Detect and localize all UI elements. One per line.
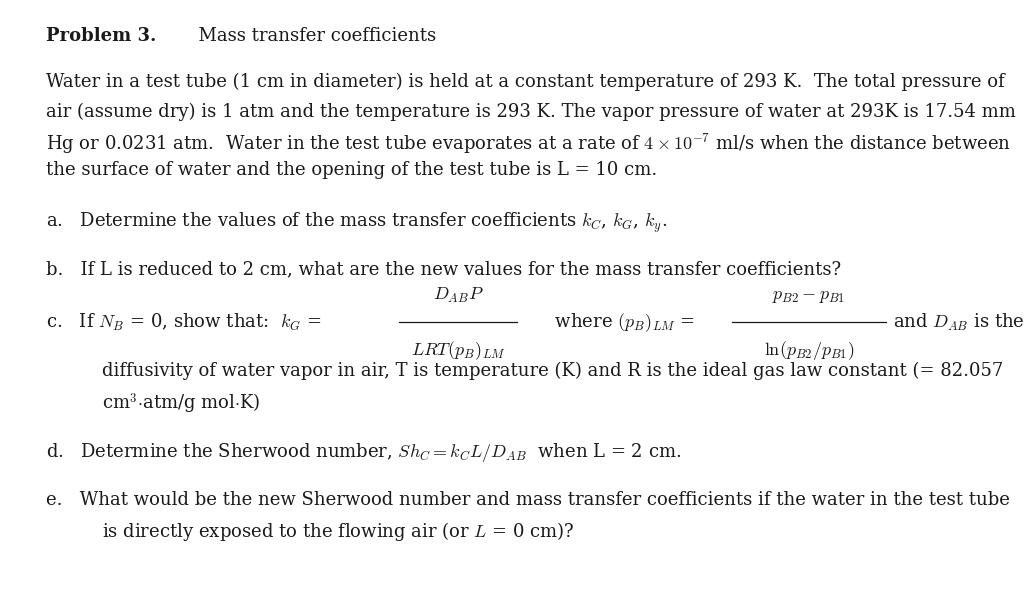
Text: $LRT(p_B)_{LM}$: $LRT(p_B)_{LM}$ (411, 339, 506, 362)
Text: air (assume dry) is 1 atm and the temperature is 293 K. The vapor pressure of wa: air (assume dry) is 1 atm and the temper… (46, 102, 1016, 120)
Text: the surface of water and the opening of the test tube is L = 10 cm.: the surface of water and the opening of … (46, 161, 657, 179)
Text: is directly exposed to the flowing air (or $L$ = 0 cm)?: is directly exposed to the flowing air (… (102, 520, 575, 543)
Text: $D_{AB}P$: $D_{AB}P$ (433, 286, 483, 305)
Text: d.   Determine the Sherwood number, $Sh_C = k_C L/D_{AB}$  when L = 2 cm.: d. Determine the Sherwood number, $Sh_C … (46, 441, 681, 464)
Text: Water in a test tube (1 cm in diameter) is held at a constant temperature of 293: Water in a test tube (1 cm in diameter) … (46, 73, 1005, 91)
Text: a.   Determine the values of the mass transfer coefficients $k_C$, $k_G$, $k_y$.: a. Determine the values of the mass tran… (46, 211, 668, 235)
Text: c.   If $N_B$ = 0, show that:  $k_G$ =: c. If $N_B$ = 0, show that: $k_G$ = (46, 312, 322, 333)
Text: where $(p_B)_{LM}$ =: where $(p_B)_{LM}$ = (532, 311, 695, 334)
Text: $p_{B2} - p_{B1}$: $p_{B2} - p_{B1}$ (772, 287, 846, 305)
Text: b.   If L is reduced to 2 cm, what are the new values for the mass transfer coef: b. If L is reduced to 2 cm, what are the… (46, 261, 841, 279)
Text: and $D_{AB}$ is the: and $D_{AB}$ is the (893, 312, 1024, 333)
Text: $\mathrm{ln}(p_{B2} / p_{B1})$: $\mathrm{ln}(p_{B2} / p_{B1})$ (764, 339, 854, 362)
Text: Mass transfer coefficients: Mass transfer coefficients (187, 27, 436, 45)
Text: cm$^3$$\cdot$atm/g mol$\cdot$K): cm$^3$$\cdot$atm/g mol$\cdot$K) (102, 391, 261, 415)
Text: diffusivity of water vapor in air, T is temperature (K) and R is the ideal gas l: diffusivity of water vapor in air, T is … (102, 362, 1004, 380)
Text: Problem 3.: Problem 3. (46, 27, 157, 45)
Text: Hg or 0.0231 atm.  Water in the test tube evaporates at a rate of $4 \times 10^{: Hg or 0.0231 atm. Water in the test tube… (46, 131, 1011, 156)
Text: e.   What would be the new Sherwood number and mass transfer coefficients if the: e. What would be the new Sherwood number… (46, 491, 1010, 509)
